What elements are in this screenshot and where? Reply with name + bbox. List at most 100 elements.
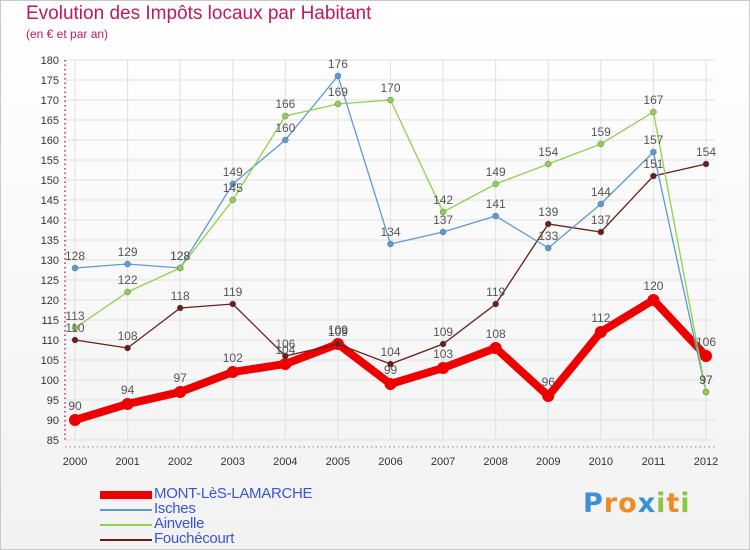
data-label: 128 (65, 249, 85, 263)
data-label: 159 (591, 125, 611, 139)
data-point (69, 414, 81, 426)
logo-letter: t (666, 488, 681, 519)
data-point (124, 288, 131, 296)
data-label: 110 (65, 321, 84, 335)
data-point (439, 228, 447, 236)
x-tick-label: 2011 (642, 456, 666, 468)
data-label: 120 (643, 279, 663, 293)
data-label: 144 (591, 185, 611, 199)
legend-label: Ainvelle (154, 515, 205, 532)
data-label: 145 (223, 181, 243, 195)
data-label: 118 (171, 289, 190, 303)
data-label: 154 (538, 145, 558, 159)
data-point (700, 350, 712, 362)
data-label: 137 (433, 213, 453, 227)
data-point (384, 378, 397, 390)
data-point (545, 220, 552, 228)
data-label: 109 (328, 325, 348, 339)
data-label: 104 (380, 345, 400, 359)
legend-swatch (100, 524, 152, 526)
data-point (334, 100, 342, 108)
x-tick-label: 2002 (168, 456, 192, 468)
data-point (597, 140, 605, 148)
data-label: 134 (380, 225, 400, 239)
data-label: 166 (275, 97, 295, 111)
data-label: 113 (65, 309, 84, 323)
data-label: 103 (433, 347, 453, 361)
x-tick-label: 2001 (115, 456, 139, 468)
y-tick-label: 100 (41, 375, 59, 387)
data-point (594, 326, 607, 338)
y-tick-label: 130 (41, 255, 59, 267)
x-tick-label: 2007 (431, 456, 455, 468)
y-tick-label: 150 (41, 175, 59, 187)
data-point (597, 200, 605, 208)
data-label: 106 (275, 337, 295, 351)
data-label: 122 (118, 273, 138, 287)
legend-swatch (100, 539, 152, 541)
data-label: 176 (328, 57, 348, 71)
legend-swatch (100, 491, 152, 499)
legend-label: MONT-LèS-LAMARCHE (154, 485, 313, 502)
data-label: 106 (696, 335, 716, 349)
y-tick-label: 115 (41, 315, 59, 327)
x-tick-label: 2009 (536, 456, 560, 468)
data-point (229, 300, 236, 308)
data-label: 128 (170, 249, 190, 263)
chart-subtitle: (en € et par an) (26, 27, 109, 41)
data-point (439, 208, 447, 216)
y-tick-label: 125 (41, 275, 59, 287)
y-tick-label: 180 (41, 55, 59, 67)
data-point (542, 390, 555, 402)
legend-label: Fouchécourt (154, 530, 235, 547)
data-label: 96 (542, 375, 556, 389)
data-label: 167 (643, 93, 663, 107)
x-tick-label: 2010 (589, 456, 613, 468)
data-point (702, 160, 710, 168)
y-tick-label: 95 (47, 395, 59, 407)
y-tick-label: 155 (41, 155, 59, 167)
data-point (282, 352, 289, 360)
data-label: 154 (696, 145, 716, 159)
data-point (650, 108, 657, 116)
x-tick-label: 2008 (483, 456, 507, 468)
data-point (650, 148, 657, 156)
data-point (387, 96, 394, 104)
data-label: 108 (486, 327, 506, 341)
data-label: 99 (384, 363, 398, 377)
data-point (282, 136, 289, 144)
data-point (71, 324, 79, 332)
data-label: 142 (433, 193, 453, 207)
x-tick-label: 2012 (694, 456, 718, 468)
logo-letter: i (656, 488, 667, 519)
data-point (334, 340, 342, 348)
y-tick-label: 90 (47, 415, 59, 427)
data-label: 133 (538, 229, 558, 243)
data-point (176, 304, 184, 312)
y-tick-label: 120 (41, 295, 59, 307)
data-point (702, 388, 710, 396)
x-tick-label: 2000 (63, 456, 87, 468)
data-label: 104 (275, 343, 295, 357)
data-label: 109 (328, 323, 348, 337)
data-point (492, 212, 499, 220)
data-point (229, 180, 236, 188)
data-label: 97 (173, 371, 187, 385)
data-point (71, 264, 79, 272)
y-tick-label: 175 (41, 75, 59, 87)
legend-label: Isches (154, 500, 196, 517)
data-label: 139 (538, 205, 558, 219)
data-point (174, 386, 187, 398)
y-tick-label: 85 (47, 435, 59, 447)
data-point (71, 336, 79, 344)
data-label: 119 (486, 285, 505, 299)
data-label: 112 (591, 311, 610, 325)
data-point (597, 228, 605, 236)
x-tick-label: 2006 (378, 456, 402, 468)
data-point (229, 196, 236, 204)
data-label: 169 (328, 85, 348, 99)
proxiti-logo: Proxiti (583, 488, 691, 519)
data-label: 129 (118, 245, 138, 259)
